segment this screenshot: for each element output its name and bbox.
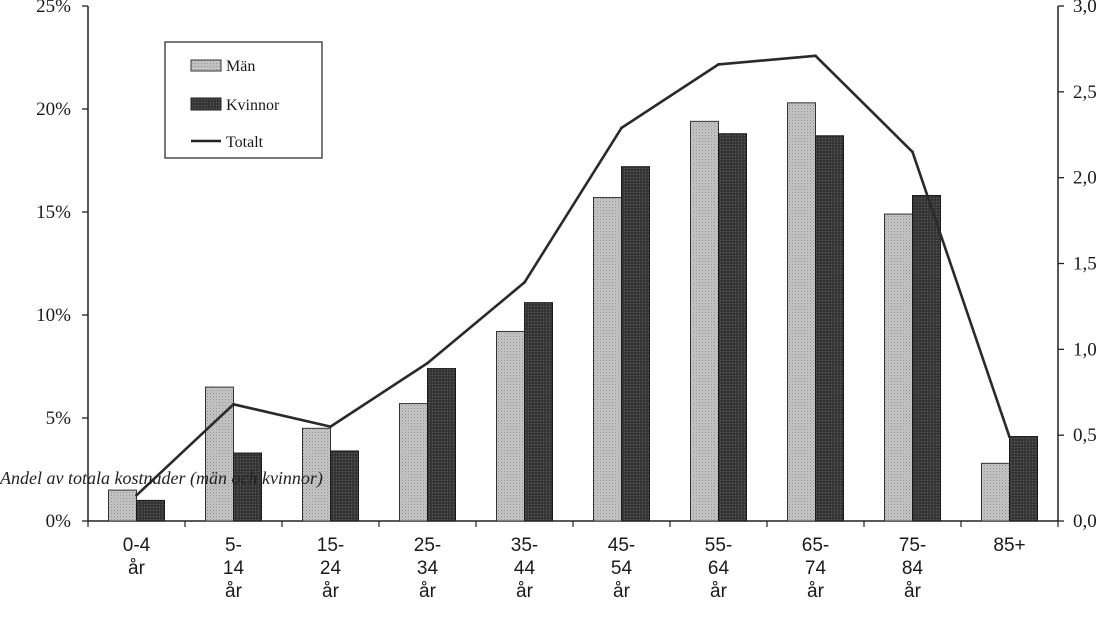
legend-label-man: Män — [226, 58, 255, 75]
point-totalt — [426, 361, 429, 365]
category-label-line: 64 — [708, 558, 730, 579]
right-y-axis: 0,0 0,5 1,0 1,5 2,0 2,5 3,0 — [1057, 0, 1097, 532]
category-label-line: 85+ — [993, 535, 1025, 556]
bar-man — [884, 213, 913, 522]
category-label-line: 14 — [223, 558, 245, 579]
bar-man — [981, 462, 1010, 522]
bar-kvinnor — [524, 302, 553, 522]
category-label-line: år — [419, 581, 437, 602]
bar-kvinnor — [1009, 436, 1038, 522]
category-label-line: 84 — [902, 558, 924, 579]
bar-man — [690, 120, 719, 522]
category-label: 65-74 år — [802, 535, 829, 602]
category-label-line: 44 — [514, 558, 536, 579]
category-label-line: 74 — [805, 558, 827, 579]
left-tick-label: 15% — [36, 202, 71, 223]
left-tick-label: 20% — [36, 99, 71, 120]
legend-label-totalt: Totalt — [226, 134, 264, 151]
right-tick-label: 3,0 — [1073, 0, 1097, 17]
category-label: 75-84 år — [899, 535, 926, 602]
point-totalt — [135, 493, 138, 497]
bar-kvinnor — [718, 133, 747, 522]
point-totalt — [620, 126, 623, 130]
point-totalt — [814, 54, 817, 58]
category-label-line: 65- — [802, 535, 829, 556]
annotation-text: Andel av totala kostnader (män och kvinn… — [0, 468, 323, 489]
bar-kvinnor — [330, 450, 359, 522]
point-totalt — [523, 280, 526, 284]
category-label-line: 45- — [608, 535, 635, 556]
legend-swatch-man — [190, 59, 222, 72]
category-label-line: 24 — [320, 558, 342, 579]
category-label-line: år — [128, 558, 146, 579]
point-totalt — [329, 425, 332, 428]
line-totalt — [135, 54, 1011, 497]
line-layer — [135, 54, 1011, 497]
point-totalt — [717, 62, 720, 66]
category-label-line: år — [613, 581, 631, 602]
left-y-axis: 0% 5% 10% 15% 20% 25% — [36, 0, 89, 532]
bars-layer — [108, 102, 1038, 522]
bar-kvinnor — [427, 368, 456, 522]
right-tick-label: 1,0 — [1073, 339, 1097, 360]
left-tick-label: 0% — [46, 511, 72, 532]
bar-kvinnor — [912, 195, 941, 522]
point-totalt — [1008, 435, 1011, 439]
category-label: 5-14 år — [223, 535, 245, 602]
category-label: 35-44 år — [511, 535, 538, 602]
category-label-line: år — [322, 581, 340, 602]
category-label: 45-54 år — [608, 535, 635, 602]
category-label-line: 35- — [511, 535, 538, 556]
category-label-line: år — [710, 581, 728, 602]
point-totalt — [911, 150, 914, 154]
right-tick-label: 2,0 — [1073, 168, 1097, 189]
bar-man — [787, 102, 816, 522]
category-label-line: år — [904, 581, 922, 602]
legend-label-kvinnor: Kvinnor — [226, 97, 280, 114]
right-tick-label: 0,0 — [1073, 511, 1097, 532]
category-label-line: 15- — [317, 535, 344, 556]
category-label: 0-4 år — [123, 535, 151, 579]
right-tick-label: 2,5 — [1073, 82, 1097, 103]
legend: Män Kvinnor Totalt — [164, 41, 323, 159]
bar-kvinnor — [233, 452, 262, 522]
category-label: 15-24 år — [317, 535, 344, 602]
bar-man — [496, 330, 525, 522]
right-tick-label: 1,5 — [1073, 254, 1097, 275]
right-tick-label: 0,5 — [1073, 425, 1097, 446]
category-label: 85+ — [993, 535, 1025, 556]
left-tick-label: 25% — [36, 0, 71, 17]
category-label-line: 0-4 — [123, 535, 151, 556]
category-label-line: 54 — [611, 558, 633, 579]
category-label-line: år — [807, 581, 825, 602]
bar-man — [302, 427, 331, 522]
legend-swatch-kvinnor — [190, 97, 222, 111]
category-label-line: 55- — [705, 535, 732, 556]
bar-man — [593, 197, 622, 522]
category-label-line: 75- — [899, 535, 926, 556]
category-label-line: 25- — [414, 535, 441, 556]
category-label-line: år — [516, 581, 534, 602]
category-label: 55-64 år — [705, 535, 732, 602]
bar-man — [108, 489, 137, 522]
left-tick-label: 5% — [46, 408, 72, 429]
point-totalt — [232, 402, 235, 406]
left-tick-label: 10% — [36, 305, 71, 326]
bar-man — [399, 403, 428, 522]
category-label-line: 5- — [225, 535, 242, 556]
category-label-line: år — [225, 581, 243, 602]
bar-kvinnor — [136, 499, 165, 522]
bar-kvinnor — [815, 135, 844, 522]
bar-kvinnor — [621, 166, 650, 522]
category-label-line: 34 — [417, 558, 439, 579]
category-label: 25-34 år — [414, 535, 441, 602]
